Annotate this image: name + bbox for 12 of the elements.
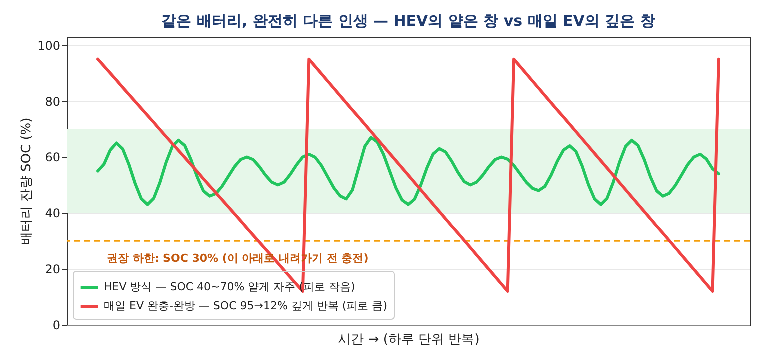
legend-label: 매일 EV 완충-완방 — SOC 95→12% 깊게 반복 (피로 큼) [104, 300, 388, 312]
line-series [96, 58, 720, 293]
y-tick-label: 20 [45, 262, 60, 277]
y-tick-label: 80 [45, 94, 60, 109]
y-tick-label: 0 [52, 318, 60, 332]
y-tick-label: 100 [38, 38, 60, 53]
y-tick-label: 60 [45, 150, 60, 165]
y-tick-label: 40 [45, 206, 60, 221]
chart-title: 같은 배터리, 완전히 다른 인생 — HEV의 얕은 창 vs 매일 EV의 깊은 창 [162, 12, 656, 30]
x-axis-title: 시간 → (하루 단위 반복) [338, 332, 480, 348]
y-axis-title: 배터리 잔량 SOC (%) [20, 118, 35, 246]
line-series [96, 136, 720, 206]
